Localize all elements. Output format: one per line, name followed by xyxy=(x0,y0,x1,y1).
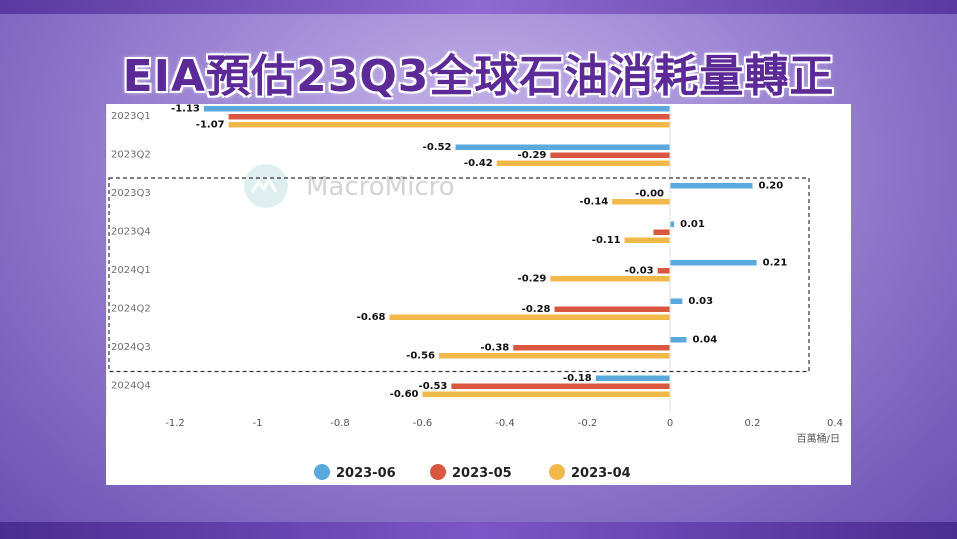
bar-2023-04-2024Q3 xyxy=(439,353,670,359)
x-tick-label: -0.6 xyxy=(413,418,433,429)
bar-2023-04-2023Q2 xyxy=(496,160,670,166)
data-label-2023-04-2024Q2: -0.68 xyxy=(357,312,386,323)
data-label-2023-04-2023Q2: -0.42 xyxy=(464,158,493,169)
data-label-2023-05-2024Q1: -0.03 xyxy=(625,266,654,277)
x-tick-label: -0.4 xyxy=(495,418,515,429)
category-label: 2024Q1 xyxy=(111,265,151,276)
x-tick-label: 0.2 xyxy=(745,418,761,429)
data-label-2023-06-2023Q2: -0.52 xyxy=(423,142,452,153)
category-label: 2024Q2 xyxy=(111,304,151,315)
bar-2023-06-2024Q2 xyxy=(670,298,683,304)
x-tick-label: 0 xyxy=(667,418,673,429)
legend-swatch-2023-05 xyxy=(430,464,446,480)
category-label: 2024Q4 xyxy=(111,381,151,392)
x-tick-label: -1 xyxy=(253,418,263,429)
chart-panel: MacroMicro 2023Q1 -1.13 -1.07 2023Q2 -0.52 -0… xyxy=(106,104,851,485)
bar-2023-05-2024Q3 xyxy=(513,345,670,351)
data-label-2023-06-2024Q1: 0.21 xyxy=(763,258,788,269)
bar-2023-04-2023Q4 xyxy=(624,237,670,243)
x-tick-label: -0.2 xyxy=(578,418,598,429)
data-label-2023-06-2023Q1: -1.13 xyxy=(171,104,200,115)
category-label: 2023Q1 xyxy=(111,111,151,122)
headline-title: EIA預估23Q3全球石油消耗量轉正 xyxy=(122,51,835,102)
bar-2023-06-2023Q4 xyxy=(670,221,675,227)
bar-2023-05-2024Q1 xyxy=(657,268,670,274)
legend-swatch-2023-06 xyxy=(314,464,330,480)
bottom-stripe xyxy=(0,522,957,539)
x-tick-label: -0.8 xyxy=(330,418,350,429)
bar-2023-05-2023Q4 xyxy=(653,229,670,235)
bar-2023-05-2023Q1 xyxy=(228,114,670,120)
watermark: MacroMicro xyxy=(244,164,455,208)
bar-2023-04-2024Q1 xyxy=(550,276,670,282)
bar-2023-04-2024Q2 xyxy=(389,314,670,320)
data-label-2023-05-2024Q2: -0.28 xyxy=(522,304,551,315)
watermark-text: MacroMicro xyxy=(306,172,455,202)
bar-2023-06-2023Q3 xyxy=(670,183,753,189)
legend-label-2023-06: 2023-06 xyxy=(336,466,396,481)
data-label-2023-06-2024Q3: 0.04 xyxy=(693,335,718,346)
data-label-2023-04-2023Q4: -0.11 xyxy=(592,235,621,246)
data-label-2023-05-2024Q4: -0.53 xyxy=(419,381,448,392)
bar-2023-05-2024Q2 xyxy=(554,306,670,312)
x-unit-label: 百萬桶/日 xyxy=(797,432,840,445)
data-label-2023-06-2023Q4: 0.01 xyxy=(680,219,705,230)
bar-2023-06-2024Q3 xyxy=(670,337,687,343)
data-label-2023-06-2024Q2: 0.03 xyxy=(688,296,713,307)
x-tick-label: 0.4 xyxy=(827,418,843,429)
highlight-box xyxy=(108,177,810,373)
data-label-2023-05-2023Q3: -0.00 xyxy=(635,189,664,200)
bar-2023-06-2023Q1 xyxy=(203,106,670,112)
bar-2023-04-2024Q4 xyxy=(422,391,670,397)
data-label-2023-04-2023Q3: -0.14 xyxy=(579,197,608,208)
category-label: 2023Q3 xyxy=(111,188,151,199)
x-tick-label: -1.2 xyxy=(165,418,185,429)
legend-swatch-2023-04 xyxy=(549,464,565,480)
bar-2023-06-2024Q1 xyxy=(670,260,757,266)
legend-label-2023-05: 2023-05 xyxy=(452,466,512,481)
data-label-2023-05-2024Q3: -0.38 xyxy=(480,343,509,354)
bar-2023-06-2024Q4 xyxy=(595,375,670,381)
logo-mark-icon xyxy=(250,176,278,193)
legend-label-2023-04: 2023-04 xyxy=(571,466,631,481)
bar-2023-04-2023Q3 xyxy=(612,199,670,205)
category-label: 2023Q2 xyxy=(111,150,151,161)
data-label-2023-05-2023Q2: -0.29 xyxy=(518,150,547,161)
data-label-2023-04-2024Q1: -0.29 xyxy=(518,274,547,285)
data-label-2023-04-2024Q4: -0.60 xyxy=(390,389,419,400)
data-label-2023-06-2023Q3: 0.20 xyxy=(759,181,784,192)
category-label: 2024Q3 xyxy=(111,342,151,353)
bar-2023-05-2024Q4 xyxy=(451,383,670,389)
bar-2023-05-2023Q2 xyxy=(550,152,670,158)
bar-chart: MacroMicro 2023Q1 -1.13 -1.07 2023Q2 -0.52 -0… xyxy=(106,104,843,481)
data-label-2023-04-2023Q1: -1.07 xyxy=(196,120,225,131)
data-label-2023-04-2024Q3: -0.56 xyxy=(406,351,435,362)
bar-2023-04-2023Q1 xyxy=(228,122,670,128)
category-label: 2023Q4 xyxy=(111,227,151,238)
top-stripe xyxy=(0,0,957,14)
bar-2023-06-2023Q2 xyxy=(455,144,670,150)
data-label-2023-06-2024Q4: -0.18 xyxy=(563,373,592,384)
